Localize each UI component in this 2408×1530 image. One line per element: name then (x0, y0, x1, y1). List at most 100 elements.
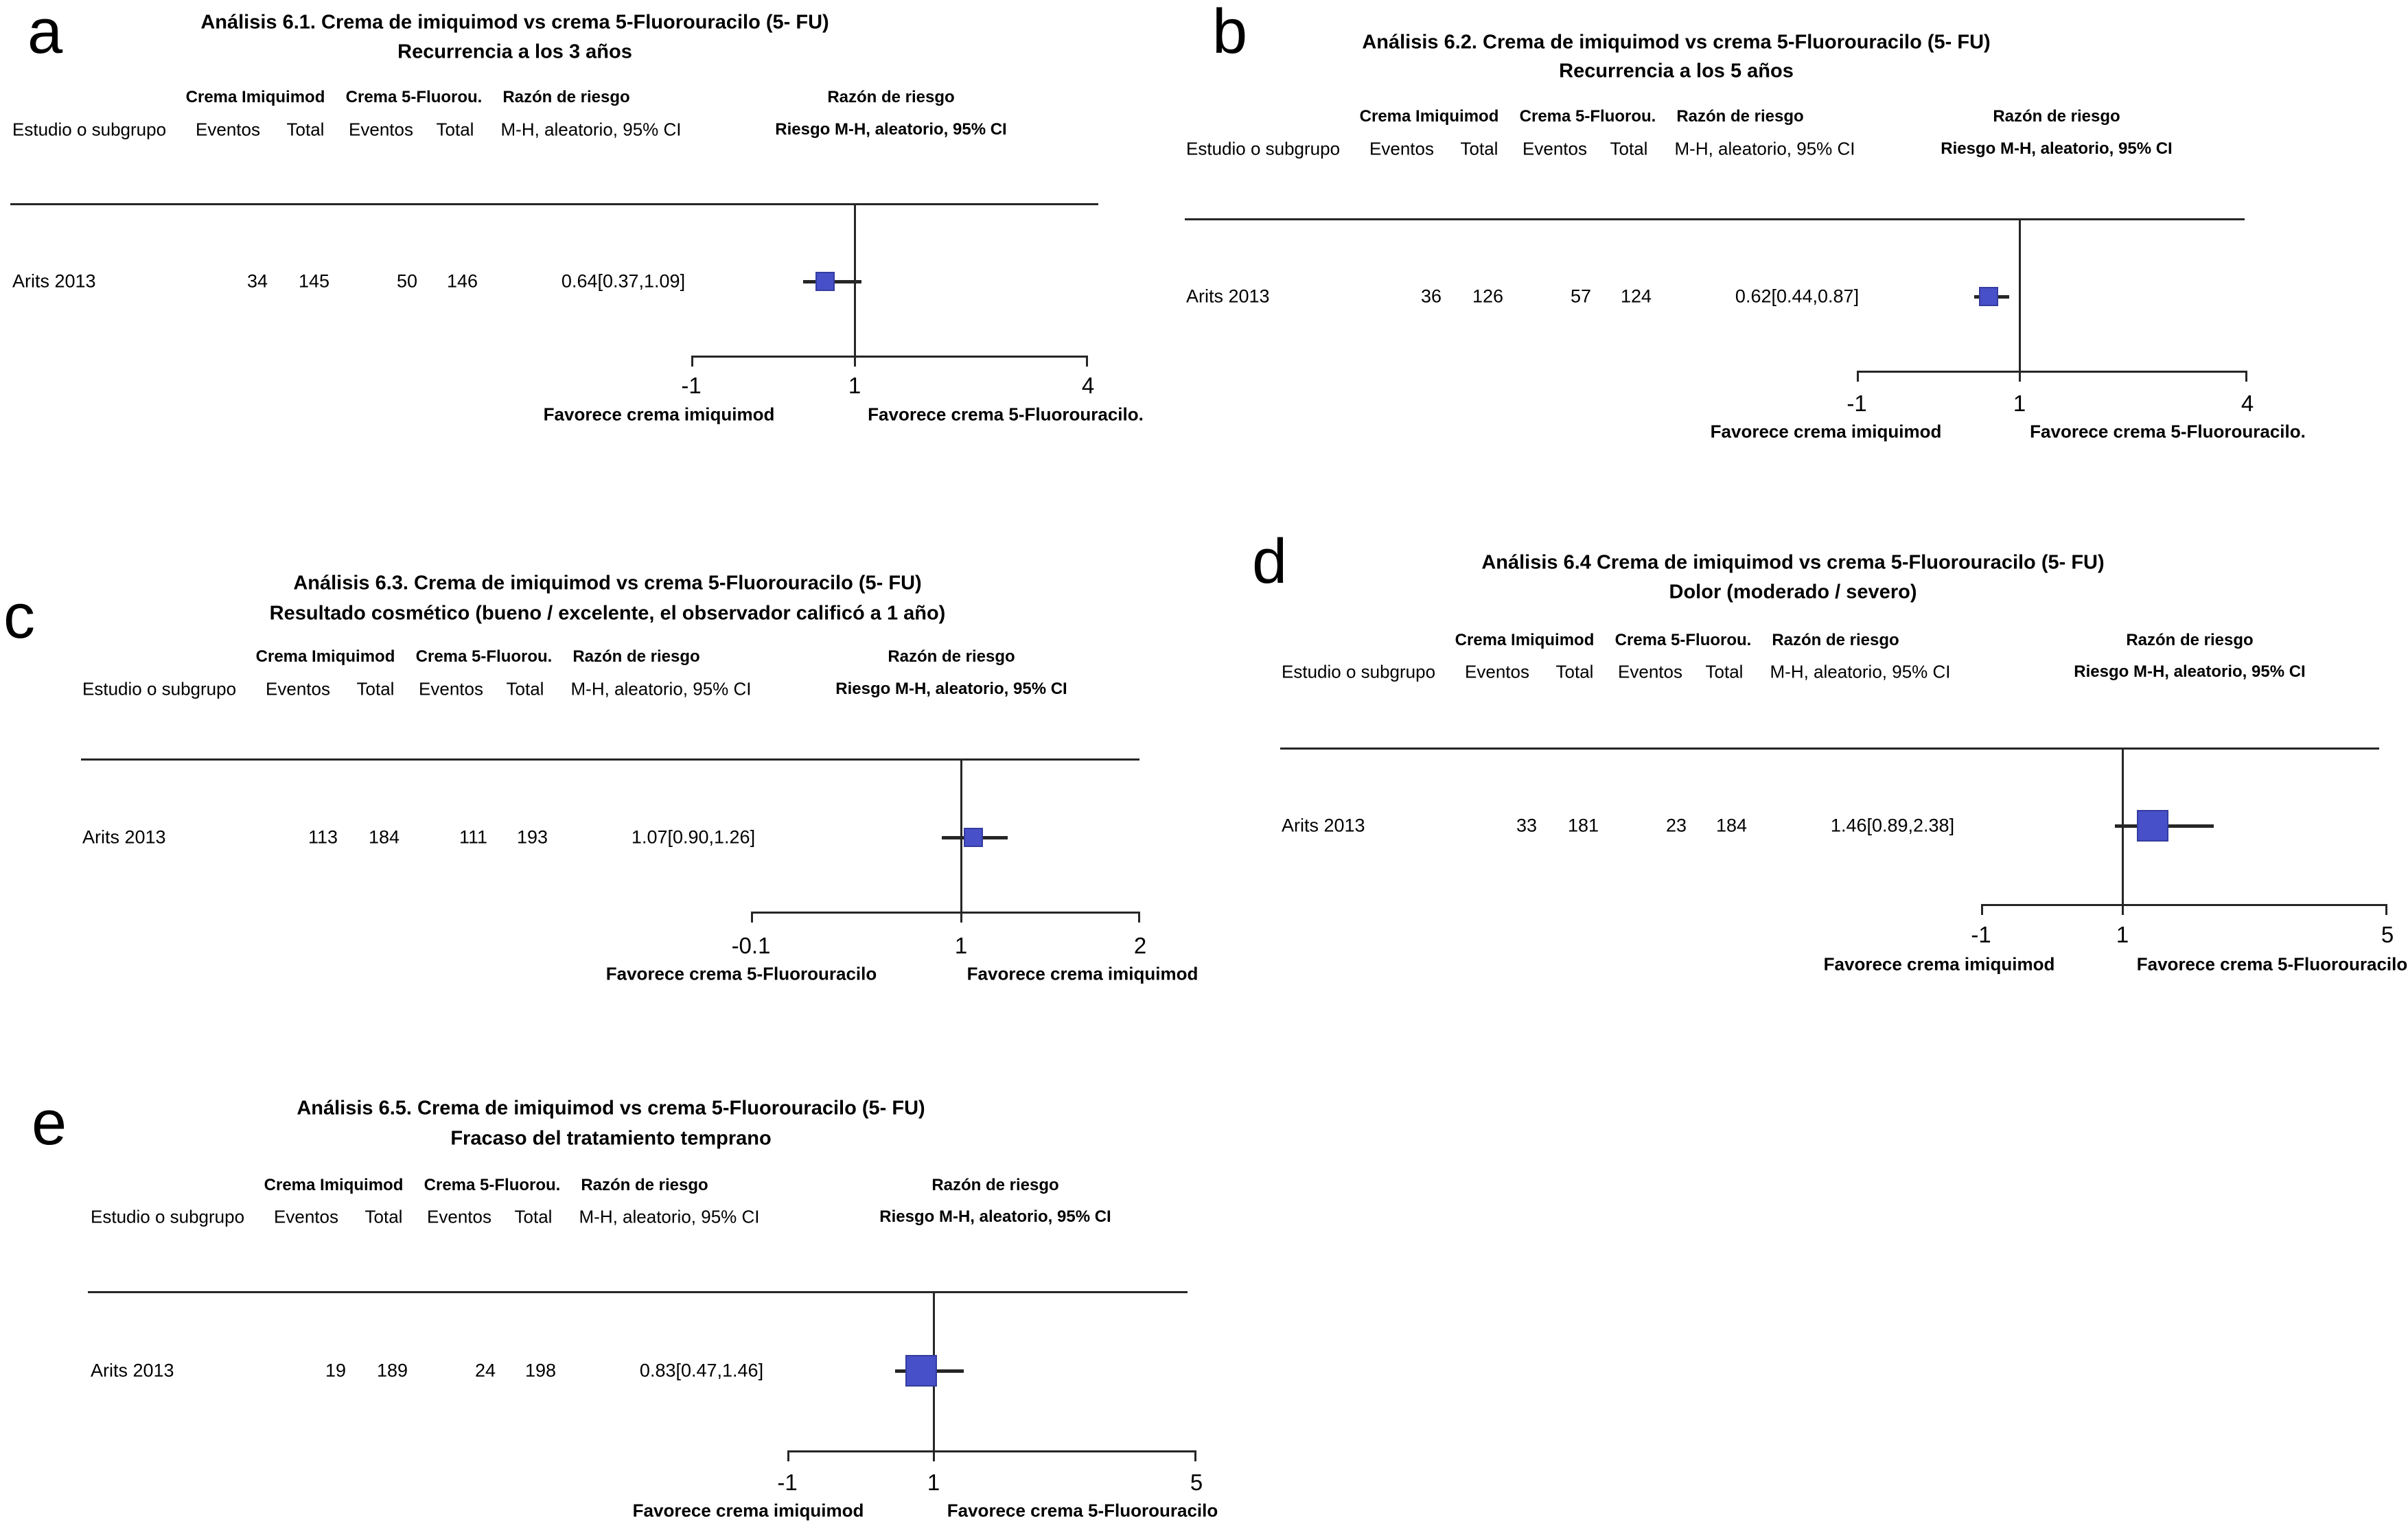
method-header: M-H, aleatorio, 95% CI (500, 119, 682, 140)
no-effect-line (960, 758, 962, 923)
group2-header: Crema 5-Fluorou. (424, 1176, 561, 1194)
events2-header: Eventos (427, 1206, 491, 1227)
panel-title: Análisis 6.2. Crema de imiquimod vs crem… (1362, 31, 1991, 54)
group2-header: Crema 5-Fluorou. (345, 88, 483, 106)
study-name: Arits 2013 (91, 1360, 174, 1381)
events2-value: 111 (459, 826, 487, 848)
events1-header: Eventos (274, 1206, 338, 1227)
group2-header: Crema 5-Fluorou. (1614, 631, 1752, 649)
group1-header: Crema Imiquimod (255, 647, 395, 666)
favors-left-label: Favorece crema imiquimod (1823, 953, 2055, 975)
x-axis-line (691, 356, 1088, 358)
point-estimate-marker (2137, 810, 2169, 842)
total1-header: Total (1460, 138, 1498, 159)
events1-value: 34 (246, 270, 268, 292)
risk-ratio-header-left: Razón de riesgo (502, 88, 630, 106)
study-column-header: Estudio o subgrupo (82, 678, 237, 699)
axis-tick-label-center: 1 (927, 1470, 940, 1495)
total2-value: 193 (516, 826, 548, 848)
panel-title: Análisis 6.1. Crema de imiquimod vs crem… (200, 11, 829, 34)
panel-letter: c (3, 581, 35, 651)
x-axis-line (1857, 371, 2247, 373)
point-estimate-marker (815, 272, 835, 291)
total1-header: Total (356, 678, 395, 699)
total1-header: Total (286, 119, 325, 140)
risk-ratio-header-left: Razón de riesgo (1772, 631, 1899, 649)
axis-right-tick (1138, 912, 1140, 923)
axis-tick-label-center: 1 (848, 373, 861, 398)
axis-left-tick (751, 912, 753, 923)
table-top-rule (81, 758, 1139, 761)
right-method-header: Riesgo M-H, aleatorio, 95% CI (2074, 662, 2306, 681)
favors-left-label: Favorece crema imiquimod (1710, 421, 1942, 442)
axis-tick-label-center: 1 (2013, 391, 2026, 416)
x-axis-line (1981, 904, 2387, 906)
panel-subtitle: Recurrencia a los 5 años (1559, 60, 1794, 82)
events1-value: 36 (1420, 286, 1442, 307)
favors-left-label: Favorece crema imiquimod (632, 1500, 864, 1521)
total1-value: 145 (298, 270, 329, 292)
axis-tick-label-left: -1 (1846, 391, 1867, 416)
axis-tick-label-right: 4 (1081, 373, 1095, 398)
study-name: Arits 2013 (82, 826, 166, 848)
events1-value: 33 (1516, 815, 1537, 836)
total1-value: 126 (1472, 286, 1503, 307)
risk-ratio-value: 0.62[0.44,0.87] (1735, 286, 1860, 307)
total1-value: 189 (376, 1360, 408, 1381)
events1-header: Eventos (1465, 661, 1529, 682)
panel-subtitle: Resultado cosmético (bueno / excelente, … (269, 602, 946, 625)
group1-header: Crema Imiquimod (264, 1176, 404, 1194)
total2-header: Total (514, 1206, 553, 1227)
axis-right-tick (2245, 371, 2247, 382)
events1-header: Eventos (196, 119, 260, 140)
risk-ratio-header-left: Razón de riesgo (1676, 107, 1804, 126)
axis-tick-label-center: 1 (954, 933, 968, 958)
axis-tick-label-left: -0.1 (731, 933, 771, 958)
risk-ratio-header-left: Razón de riesgo (581, 1176, 708, 1194)
panel-letter: b (1212, 0, 1248, 67)
study-column-header: Estudio o subgrupo (1282, 661, 1436, 682)
risk-ratio-header-right: Razón de riesgo (931, 1176, 1059, 1194)
panel-title: Análisis 6.5. Crema de imiquimod vs crem… (297, 1097, 925, 1120)
favors-left-label: Favorece crema 5-Fluorouracilo (605, 963, 877, 984)
table-top-rule (1280, 747, 2379, 750)
method-header: M-H, aleatorio, 95% CI (1674, 138, 1855, 159)
axis-tick-label-left: -1 (681, 373, 702, 398)
axis-tick-label-left: -1 (1971, 922, 1991, 947)
no-effect-line (2122, 747, 2124, 915)
total1-header: Total (364, 1206, 403, 1227)
study-column-header: Estudio o subgrupo (91, 1206, 245, 1227)
group1-header: Crema Imiquimod (1359, 107, 1499, 126)
method-header: M-H, aleatorio, 95% CI (579, 1206, 760, 1227)
events1-value: 113 (308, 826, 338, 848)
table-top-rule (1185, 218, 2245, 220)
risk-ratio-header-right: Razón de riesgo (827, 88, 955, 106)
events1-header: Eventos (266, 678, 330, 699)
axis-left-tick (1857, 371, 1859, 382)
favors-right-label: Favorece crema 5-Fluorouracilo. (2030, 421, 2306, 442)
axis-right-tick (1194, 1450, 1196, 1461)
total2-value: 198 (524, 1360, 556, 1381)
events2-value: 23 (1665, 815, 1687, 836)
events2-value: 57 (1570, 286, 1591, 307)
panel-title: Análisis 6.3. Crema de imiquimod vs crem… (293, 572, 922, 594)
panel-letter: e (32, 1088, 67, 1158)
events2-value: 50 (396, 270, 417, 292)
no-effect-line (854, 203, 856, 367)
risk-ratio-header-right: Razón de riesgo (2126, 631, 2254, 649)
total2-header: Total (506, 678, 544, 699)
risk-ratio-value: 1.46[0.89,2.38] (1830, 815, 1955, 836)
panel-letter: a (27, 0, 63, 67)
events1-header: Eventos (1369, 138, 1434, 159)
events1-value: 19 (325, 1360, 346, 1381)
favors-right-label: Favorece crema 5-Fluorouracilo (947, 1500, 1218, 1521)
axis-left-tick (787, 1450, 789, 1461)
study-column-header: Estudio o subgrupo (12, 119, 167, 140)
total2-header: Total (1705, 661, 1744, 682)
panel-subtitle: Fracaso del tratamiento temprano (450, 1127, 772, 1150)
axis-tick-label-right: 4 (2241, 391, 2254, 416)
study-name: Arits 2013 (12, 270, 96, 292)
total1-header: Total (1555, 661, 1594, 682)
axis-right-tick (1086, 356, 1088, 367)
